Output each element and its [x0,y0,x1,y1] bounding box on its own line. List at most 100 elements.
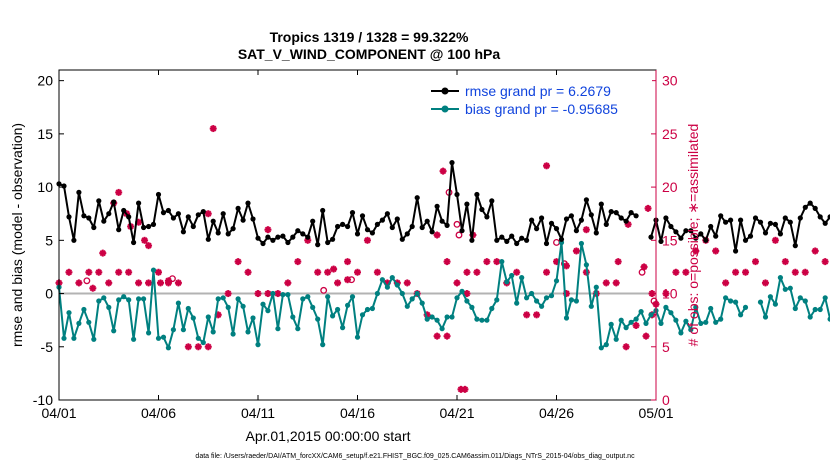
rmse-point [250,216,256,222]
bias-point [81,306,87,313]
obs-possible-marker [561,260,568,268]
obs-assimilated-marker [453,279,461,287]
obs-assimilated-marker [612,279,620,287]
rmse-point [578,217,585,223]
obs-assimilated-marker [821,258,829,266]
rmse-point [703,237,709,243]
rmse-point [155,191,162,198]
bias-point [688,327,694,333]
bias-point [195,335,201,341]
rmse-point [349,210,356,216]
bias-point [126,297,132,303]
rmse-point [713,233,719,239]
bias-point [598,345,604,351]
rmse-point [126,214,132,220]
rmse-point [374,221,380,227]
bias-point [603,342,609,348]
obs-assimilated-marker [115,268,123,276]
legend: rmse grand pr = 6.2679 bias grand pr = -… [424,78,652,122]
rmse-point [683,228,689,234]
rmse-point [121,207,127,214]
rmse-point [688,228,694,234]
obs-assimilated-marker [483,258,491,266]
obs-assimilated-marker [662,290,670,298]
bias-point [733,299,739,305]
legend-rmse-label: rmse grand pr = 6.2679 [465,83,611,99]
rmse-point [449,160,455,166]
bias-point [394,282,400,288]
rmse-point [509,233,515,239]
bias-point [399,290,405,297]
bias-point [782,286,788,292]
obs-assimilated-marker [493,258,501,266]
rmse-point [310,218,316,224]
obs-assimilated-marker [264,290,272,298]
footnote: data file: /Users/raeder/DAI/ATM_forcXX/… [195,453,635,460]
rmse-point [364,227,371,233]
rmse-point [469,237,475,243]
legend-bias-marker [441,105,449,113]
bias-point [111,328,117,334]
rmse-point [573,228,580,234]
bias-point [583,262,590,268]
bias-point [434,317,440,323]
bias-point [379,277,385,283]
bias-point [61,335,67,341]
obs-assimilated-marker [443,332,451,340]
obs-possible-marker [455,231,463,239]
bias-point [543,295,550,301]
chart-subtitle: SAT_V_WIND_COMPONENT @ 100 hPa [238,46,501,62]
rmse-point [71,237,77,243]
chart-title: Tropics 1319 / 1328 = 99.322% [270,29,469,45]
rmse-point [340,221,346,227]
obs-assimilated-marker [115,188,123,196]
bias-point [489,305,495,312]
rmse-point [399,236,405,242]
obs-assimilated-marker [373,268,381,276]
bias-point [285,292,291,298]
obs-assimilated-marker [156,279,164,287]
bias-point [777,275,784,281]
rmse-point [454,191,460,198]
legend-bias-label: bias grand pr = -0.95685 [465,101,618,117]
bias-point [449,314,455,320]
obs-assimilated-marker [533,311,541,319]
obs-assimilated-marker [443,258,451,266]
rmse-point [369,230,375,236]
obs-assimilated-marker [65,268,73,276]
bias-point [593,284,599,290]
rmse-point [673,229,679,235]
y-tick-label: 5 [45,232,53,248]
bias-point [454,295,460,301]
bias-point [230,331,236,337]
rmse-point [738,217,744,223]
obs-assimilated-marker [463,290,471,298]
rmse-point [618,215,624,221]
rmse-point [180,229,186,235]
obs-assimilated-marker [403,279,411,287]
obs-assimilated-marker [543,162,551,170]
series-layer [56,160,830,351]
obs-assimilated-marker [334,279,342,287]
obs-possible-marker [638,268,646,276]
rmse-point [693,235,699,241]
rmse-point [265,234,271,240]
rmse-point [389,224,395,231]
bias-point [86,319,92,325]
y-axis-ticks: -10 -5 0 5 10 15 20 [33,73,64,408]
obs-assimilated-marker [89,284,97,292]
bias-point [325,294,331,300]
rmse-point [429,229,435,235]
rmse-point [215,230,221,236]
bias-point [354,334,361,340]
bias-point [141,296,147,302]
y2-tick-label: 10 [662,286,678,302]
legend-box [424,78,652,122]
rmse-point [419,224,425,231]
bias-point [439,326,445,332]
rmse-point [474,191,480,198]
obs-assimilated-marker [761,279,769,287]
rmse-point [240,217,246,223]
bias-point [822,295,828,301]
x-tick-label: 04/26 [539,405,574,421]
